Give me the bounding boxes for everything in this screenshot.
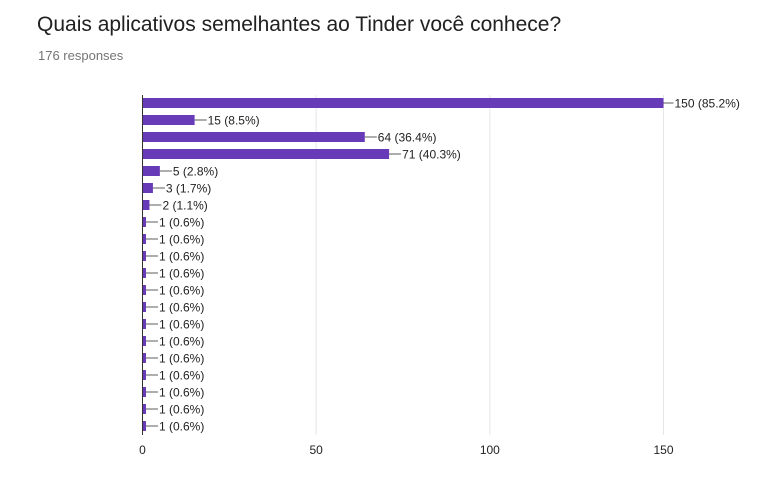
data-label: 1 (0.6%)	[159, 267, 204, 281]
data-label: 2 (1.1%)	[162, 199, 207, 213]
data-label: 3 (1.7%)	[166, 182, 211, 196]
x-tick-label: 0	[139, 443, 146, 457]
bar	[142, 404, 146, 414]
data-label: 1 (0.6%)	[159, 233, 204, 247]
grid-layer	[315, 95, 664, 435]
data-label: 1 (0.6%)	[159, 386, 204, 400]
bar	[142, 217, 146, 227]
data-label: 5 (2.8%)	[173, 165, 218, 179]
x-tick-label: 100	[480, 443, 500, 457]
response-count: 176 responses	[38, 48, 124, 63]
bar	[142, 149, 390, 159]
bar	[142, 370, 146, 380]
data-label: 1 (0.6%)	[159, 318, 204, 332]
bar	[142, 302, 146, 312]
bar	[142, 268, 146, 278]
question-title: Quais aplicativos semelhantes ao Tinder …	[37, 13, 562, 36]
data-label: 1 (0.6%)	[159, 352, 204, 366]
bar	[142, 200, 150, 210]
data-label: 1 (0.6%)	[159, 420, 204, 434]
bar	[142, 183, 153, 193]
data-label: 150 (85.2%)	[675, 97, 740, 111]
bar	[142, 115, 195, 125]
bar	[142, 234, 146, 244]
data-label: 1 (0.6%)	[159, 403, 204, 417]
x-tick-label: 50	[309, 443, 323, 457]
data-label: 64 (36.4%)	[378, 131, 437, 145]
data-label: 1 (0.6%)	[159, 335, 204, 349]
data-label: 1 (0.6%)	[159, 369, 204, 383]
bar	[142, 319, 146, 329]
bar	[142, 132, 365, 142]
bar	[142, 353, 146, 363]
label-layer: 150 (85.2%) 15 (8.5%) 64 (36.4%) 71 (40.3%)…	[145, 97, 740, 434]
data-label: 1 (0.6%)	[159, 250, 204, 264]
data-label: 15 (8.5%)	[208, 114, 260, 128]
bar	[142, 166, 160, 176]
bar	[142, 98, 664, 108]
bar	[142, 251, 146, 261]
data-label: 71 (40.3%)	[402, 148, 461, 162]
bar-layer	[142, 98, 664, 431]
bar	[142, 336, 146, 346]
data-label: 1 (0.6%)	[159, 301, 204, 315]
data-label: 1 (0.6%)	[159, 216, 204, 230]
bar	[142, 285, 146, 295]
data-label: 1 (0.6%)	[159, 284, 204, 298]
x-tick-label: 150	[653, 443, 673, 457]
axis-layer: 0 50 100 150	[139, 95, 674, 457]
bar	[142, 421, 146, 431]
bar	[142, 387, 146, 397]
